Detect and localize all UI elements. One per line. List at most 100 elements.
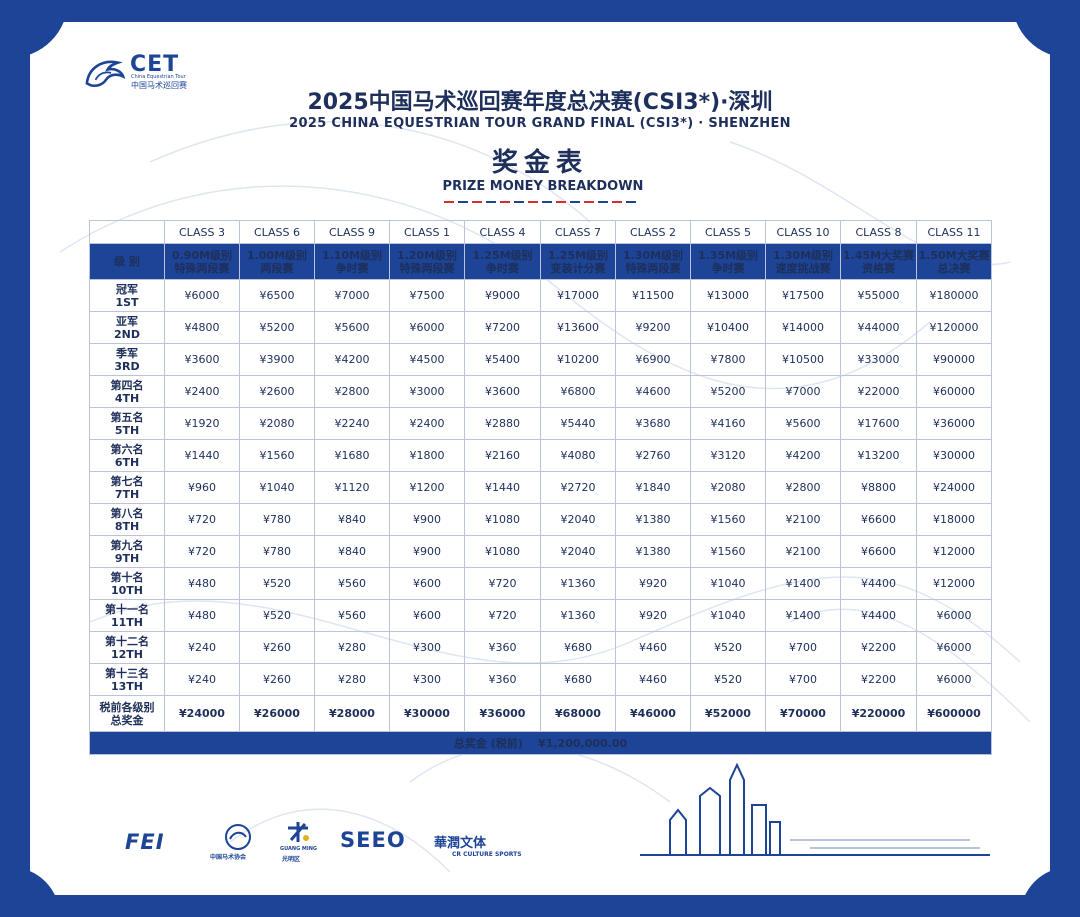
prize-money-table: CLASS 3 CLASS 6 CLASS 9 CLASS 1 CLASS 4 CLASS… [89,220,992,755]
class-header-cell: CLASS 7 [540,220,616,244]
prize-value-cell: ¥2800 [314,375,390,408]
prize-value-cell: ¥460 [615,631,691,664]
prize-row: 第十一名 11TH ¥480 ¥520 ¥560 ¥600 ¥720 ¥1360 ¥920 ¥10… [89,599,992,632]
prize-value-cell: ¥17500 [765,279,841,312]
rank-en: 5TH [114,423,140,437]
class-header-cell: CLASS 8 [840,220,917,244]
prize-value-cell: ¥4200 [765,439,841,472]
sponsor-cr-cn: 華潤文体 [434,836,487,851]
level-cell: 1.25M级别 争时赛 [464,243,541,280]
prize-value-cell: ¥1080 [464,503,541,536]
prize-value-cell: ¥1840 [615,471,691,504]
class-total-value: ¥26000 [239,695,315,732]
prize-value-cell: ¥1560 [690,535,766,568]
event-title-cn: 2025中国马术巡回赛年度总决赛(CSI3*)·深圳 [307,90,773,115]
prize-value-cell: ¥2400 [164,375,240,408]
class-header-cell: CLASS 1 [389,220,465,244]
prize-value-cell: ¥30000 [916,439,992,472]
prize-value-cell: ¥6500 [239,279,315,312]
rank-cn: 第四名 [110,378,144,392]
rank-en: 6TH [114,455,140,469]
prize-value-cell: ¥7200 [464,311,541,344]
rank-cell: 第十名 10TH [89,567,165,600]
prize-value-cell: ¥8800 [840,471,917,504]
prize-value-cell: ¥1040 [690,567,766,600]
prize-value-cell: ¥3900 [239,343,315,376]
level-height: 1.20M级别 [396,248,458,262]
prize-value-cell: ¥840 [314,535,390,568]
prize-value-cell: ¥17600 [840,407,917,440]
prize-value-cell: ¥2200 [840,631,917,664]
sponsor-seeo: SEEO [340,828,406,852]
class-total-label-line2: 总奖金 [110,713,144,727]
level-header-label: 级 别 [89,243,165,280]
level-height: 0.90M级别 [171,248,233,262]
grand-total: 总奖金 (税前) ¥1,200,000.00 [89,731,992,755]
prize-value-cell: ¥240 [164,663,240,696]
prize-value-cell: ¥1440 [464,471,541,504]
prize-value-cell: ¥9000 [464,279,541,312]
prize-value-cell: ¥900 [389,503,465,536]
rank-cell: 第九名 9TH [89,535,165,568]
level-cell: 0.90M级别 特殊两段赛 [164,243,240,280]
prize-value-cell: ¥5400 [464,343,541,376]
prize-row: 亚军 2ND ¥4800 ¥5200 ¥5600 ¥6000 ¥7200 ¥13600 ¥920… [89,311,992,344]
level-cell: 1.25M级别 变装计分赛 [540,243,616,280]
frame-top [0,0,1080,22]
prize-value-cell: ¥2080 [239,407,315,440]
level-type: 特殊两段赛 [174,261,230,275]
sponsor-fei: FEI [125,830,165,854]
level-height: 1.10M级别 [321,248,383,262]
prize-row: 第八名 8TH ¥720 ¥780 ¥840 ¥900 ¥1080 ¥2040 ¥1380 ¥15… [89,503,992,536]
prize-value-cell: ¥7800 [690,343,766,376]
prize-value-cell: ¥700 [765,663,841,696]
class-total-value: ¥36000 [464,695,541,732]
prize-value-cell: ¥680 [540,663,616,696]
rank-en: 7TH [114,487,140,501]
rank-cell: 第七名 7TH [89,471,165,504]
prize-value-cell: ¥300 [389,631,465,664]
prize-value-cell: ¥1380 [615,535,691,568]
rank-en: 3RD [114,359,140,373]
prize-value-cell: ¥300 [389,663,465,696]
prize-value-cell: ¥12000 [916,535,992,568]
prize-value-cell: ¥1440 [164,439,240,472]
prize-value-cell: ¥260 [239,663,315,696]
level-cell: 1.30M级别 特殊两段赛 [615,243,691,280]
rank-cn: 第十三名 [105,666,149,680]
prize-value-cell: ¥3120 [690,439,766,472]
rank-cell: 第十一名 11TH [89,599,165,632]
prize-value-cell: ¥4200 [314,343,390,376]
prize-value-cell: ¥5600 [765,407,841,440]
prize-value-cell: ¥1560 [239,439,315,472]
rank-cn: 第十名 [110,570,144,584]
prize-value-cell: ¥2240 [314,407,390,440]
level-type: 争时赛 [486,261,519,275]
prize-row: 第十名 10TH ¥480 ¥520 ¥560 ¥600 ¥720 ¥1360 ¥920 ¥104… [89,567,992,600]
level-height: 1.30M级别 [772,248,834,262]
level-type: 特殊两段赛 [399,261,455,275]
rank-cn: 季军 [116,346,138,360]
prize-value-cell: ¥2100 [765,503,841,536]
prize-value-cell: ¥2160 [464,439,541,472]
prize-value-cell: ¥4500 [389,343,465,376]
prize-value-cell: ¥17000 [540,279,616,312]
class-header-cell: CLASS 11 [916,220,992,244]
frame-bottom [0,895,1080,917]
cea-emblem-icon [225,824,251,850]
grand-total-row: 总奖金 (税前) ¥1,200,000.00 [89,731,992,755]
prize-value-cell: ¥2880 [464,407,541,440]
prize-value-cell: ¥22000 [840,375,917,408]
rank-cell: 第五名 5TH [89,407,165,440]
prize-value-cell: ¥55000 [840,279,917,312]
class-total-value: ¥24000 [164,695,240,732]
prize-value-cell: ¥3600 [464,375,541,408]
prize-value-cell: ¥6600 [840,503,917,536]
prize-value-cell: ¥480 [164,567,240,600]
sponsor-guangming-cn: 光明区 [282,856,301,863]
prize-value-cell: ¥1200 [389,471,465,504]
prize-row: 第十三名 13TH ¥240 ¥260 ¥280 ¥300 ¥360 ¥680 ¥460 ¥520… [89,663,992,696]
prize-row: 冠军 1ST ¥6000 ¥6500 ¥7000 ¥7500 ¥9000 ¥17000 ¥115… [89,279,992,312]
prize-value-cell: ¥280 [314,663,390,696]
prize-value-cell: ¥5200 [239,311,315,344]
